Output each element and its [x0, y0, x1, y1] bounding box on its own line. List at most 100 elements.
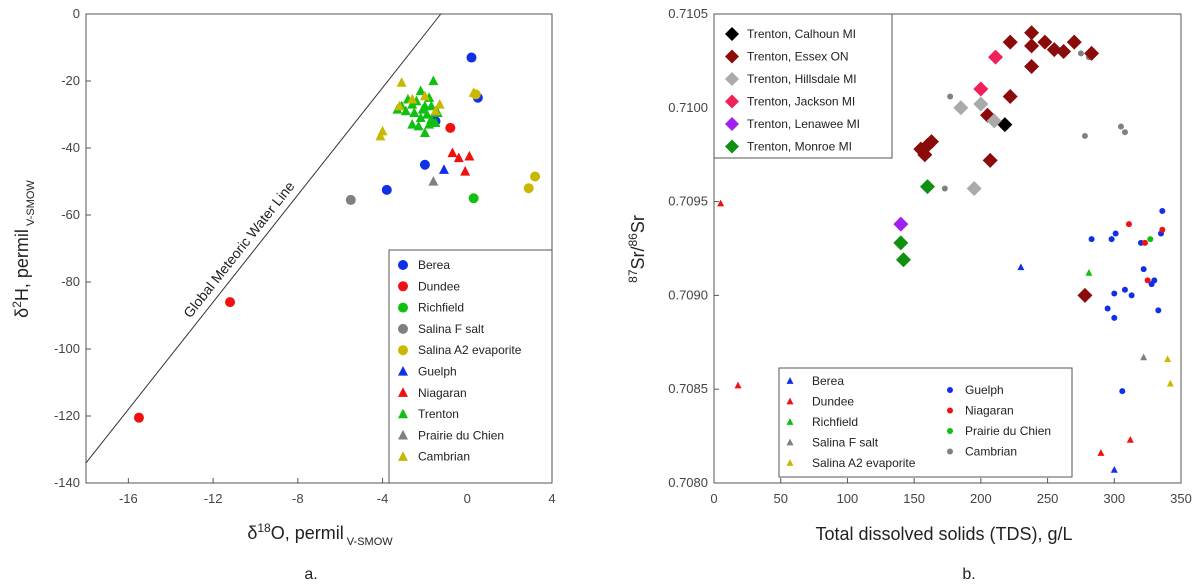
point-dundee: [717, 199, 725, 207]
legend-marker-cambrian: [398, 451, 408, 461]
panel-b-legend-bottom-box: [778, 367, 1073, 478]
point-niagaran: [1141, 239, 1148, 246]
legend-label-berea: Berea: [812, 374, 844, 388]
legend-label-guelph: Guelph: [418, 365, 457, 379]
legend-marker-trenton-lenawee-mi: [725, 117, 739, 131]
panel-a-y-tick-label: -40: [61, 140, 80, 155]
point-niagaran: [453, 152, 464, 163]
panel-b-x-tick-label: 100: [837, 491, 859, 506]
legend-marker-trenton-jackson-mi: [725, 94, 739, 109]
legend-label-trenton-hillsdale-mi: Trenton, Hillsdale MI: [747, 72, 857, 86]
panel-a-y-tick-label: 0: [73, 6, 80, 21]
point-berea: [1017, 263, 1025, 271]
legend-label-dundee: Dundee: [812, 395, 854, 409]
point-dundee: [734, 381, 742, 389]
point-trenton: [419, 127, 430, 138]
point-niagaran: [460, 165, 471, 176]
legend-label-cambrian: Cambrian: [965, 445, 1017, 459]
panel-a-x-tick-label: -16: [119, 491, 138, 506]
point-trenton-essex-on: [1077, 287, 1093, 303]
point-guelph: [438, 164, 449, 174]
panel-b-y-tick-label: 0.7090: [668, 287, 708, 302]
point-richfield: [468, 193, 479, 204]
legend-label-trenton-monroe-mi: Trenton, Monroe MI: [747, 140, 852, 154]
legend-label-trenton-lenawee-mi: Trenton, Lenawee MI: [747, 117, 860, 131]
point-cambrian: [434, 98, 445, 109]
legend-label-guelph: Guelph: [965, 383, 1004, 397]
legend-marker-dundee: [786, 397, 794, 405]
point-trenton: [400, 105, 411, 116]
panel-a-x-tick-label: 4: [548, 491, 555, 506]
point-niagaran: [447, 147, 458, 158]
panel-a-y-tick-label: -140: [54, 475, 80, 490]
panel-a-y-tick-label: -100: [54, 341, 80, 356]
panel-b-ticks: 0 50 100 150 200 250 300 350 0.7080 0.7085 0.7090 0…: [668, 6, 1192, 506]
point-trenton-essex-on: [1037, 34, 1053, 50]
panel-b-x-tick-label: 300: [1103, 491, 1125, 506]
point-salina-a2-evaporite: [1164, 355, 1172, 363]
point-salina-f-salt: [1140, 353, 1148, 361]
legend-marker-niagaran: [947, 407, 953, 414]
legend-marker-trenton-calhoun-mi: [725, 27, 739, 41]
point-cambrian: [468, 87, 479, 97]
point-guelph: [1155, 307, 1162, 314]
legend-marker-berea: [786, 377, 794, 384]
point-trenton: [415, 112, 426, 122]
legend-label-richfield: Richfield: [418, 301, 464, 315]
point-salina-f-salt: [345, 194, 356, 205]
panel-b-x-tick-label: 350: [1170, 491, 1192, 506]
legend-marker-salina-f-salt: [786, 438, 794, 446]
legend-marker-trenton-hillsdale-mi: [725, 72, 739, 86]
point-trenton: [426, 100, 437, 111]
point-trenton-jackson-mi: [973, 81, 989, 97]
panel-a-legend: Berea Dundee Richfield Salina F salt Salina …: [388, 249, 553, 484]
point-richfield: [1085, 269, 1093, 276]
panel-b-x-tick-label: 50: [773, 491, 787, 506]
point-guelph: [1108, 236, 1115, 243]
legend-label-richfield: Richfield: [812, 415, 858, 429]
point-cambrian: [947, 93, 954, 100]
point-dundee: [1097, 449, 1105, 456]
legend-label-salina-a2-evaporite: Salina A2 evaporite: [812, 456, 916, 470]
legend-label-dundee: Dundee: [418, 279, 460, 293]
point-berea: [381, 184, 392, 195]
panel-a-gmwl: Global Meteoric Water Line: [85, 13, 442, 464]
point-guelph: [1140, 266, 1147, 273]
panel-b-y-tick-label: 0.7080: [668, 475, 708, 490]
legend-marker-salina-a2-evaporite: [398, 345, 408, 356]
legend-label-berea: Berea: [418, 258, 450, 272]
panel-a-x-tick-label: -8: [292, 491, 304, 506]
legend-marker-prairie-du-chien: [947, 428, 953, 434]
gmwl-line: [85, 13, 442, 464]
point-dundee: [1126, 436, 1134, 443]
point-trenton-hillsdale-mi: [973, 96, 989, 112]
panel-a-x-tick-label: 0: [464, 491, 471, 506]
point-guelph: [1119, 388, 1126, 395]
point-salina-a2-evaporite: [530, 171, 541, 182]
point-trenton: [422, 109, 433, 119]
panel-b-x-tick-label: 150: [903, 491, 925, 506]
point-trenton-lenawee-mi: [893, 216, 909, 232]
legend-marker-guelph: [947, 387, 953, 393]
panel-b-y-tick-label: 0.7085: [668, 381, 708, 396]
panel-b-y-axis-title: 87Sr/86Sr: [626, 215, 648, 283]
legend-label-niagaran: Niagaran: [418, 386, 467, 400]
point-cambrian: [394, 100, 405, 111]
panel-b-y-tick-label: 0.7095: [668, 194, 708, 209]
point-berea: [1110, 466, 1118, 473]
legend-marker-salina-a2-evaporite: [786, 459, 794, 466]
point-trenton-monroe-mi: [893, 235, 909, 251]
legend-marker-trenton-monroe-mi: [725, 139, 739, 154]
point-cambrian: [941, 185, 948, 192]
point-dundee: [225, 297, 236, 308]
legend-marker-berea: [398, 260, 408, 270]
panel-b-legend-formations: Berea Dundee Richfield Salina F salt Salina …: [778, 367, 1073, 478]
legend-label-trenton: Trenton: [418, 407, 459, 421]
legend-label-niagaran: Niagaran: [965, 404, 1014, 418]
point-trenton-monroe-mi: [919, 179, 935, 195]
point-trenton-hillsdale-mi: [966, 180, 982, 196]
point-trenton-monroe-mi: [895, 252, 911, 268]
point-guelph: [1112, 230, 1119, 237]
legend-marker-trenton: [398, 408, 408, 419]
point-niagaran: [464, 150, 475, 161]
